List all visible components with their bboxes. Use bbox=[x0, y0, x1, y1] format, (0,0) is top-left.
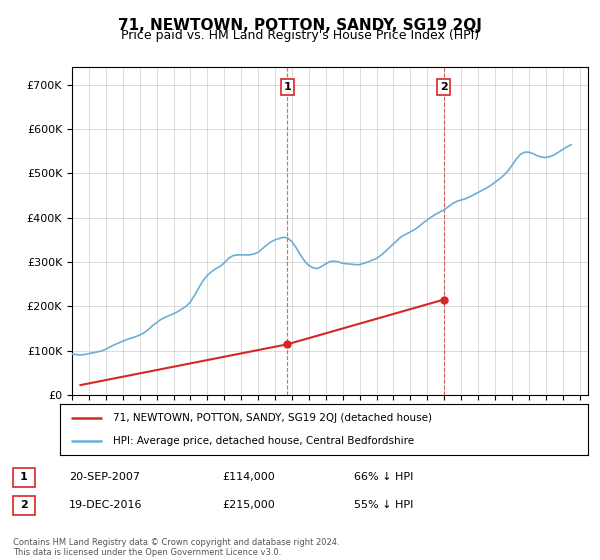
Text: Price paid vs. HM Land Registry's House Price Index (HPI): Price paid vs. HM Land Registry's House … bbox=[121, 29, 479, 42]
Text: Contains HM Land Registry data © Crown copyright and database right 2024.
This d: Contains HM Land Registry data © Crown c… bbox=[13, 538, 340, 557]
Text: 2: 2 bbox=[20, 500, 28, 510]
Text: 55% ↓ HPI: 55% ↓ HPI bbox=[354, 500, 413, 510]
Text: 2: 2 bbox=[440, 82, 448, 92]
Text: 66% ↓ HPI: 66% ↓ HPI bbox=[354, 472, 413, 482]
Text: 1: 1 bbox=[20, 472, 28, 482]
Text: 19-DEC-2016: 19-DEC-2016 bbox=[69, 500, 143, 510]
Text: HPI: Average price, detached house, Central Bedfordshire: HPI: Average price, detached house, Cent… bbox=[113, 436, 414, 446]
Text: 20-SEP-2007: 20-SEP-2007 bbox=[69, 472, 140, 482]
Text: £114,000: £114,000 bbox=[222, 472, 275, 482]
Text: 71, NEWTOWN, POTTON, SANDY, SG19 2QJ: 71, NEWTOWN, POTTON, SANDY, SG19 2QJ bbox=[118, 18, 482, 33]
Text: 71, NEWTOWN, POTTON, SANDY, SG19 2QJ (detached house): 71, NEWTOWN, POTTON, SANDY, SG19 2QJ (de… bbox=[113, 413, 432, 423]
Text: 1: 1 bbox=[283, 82, 291, 92]
Text: £215,000: £215,000 bbox=[222, 500, 275, 510]
